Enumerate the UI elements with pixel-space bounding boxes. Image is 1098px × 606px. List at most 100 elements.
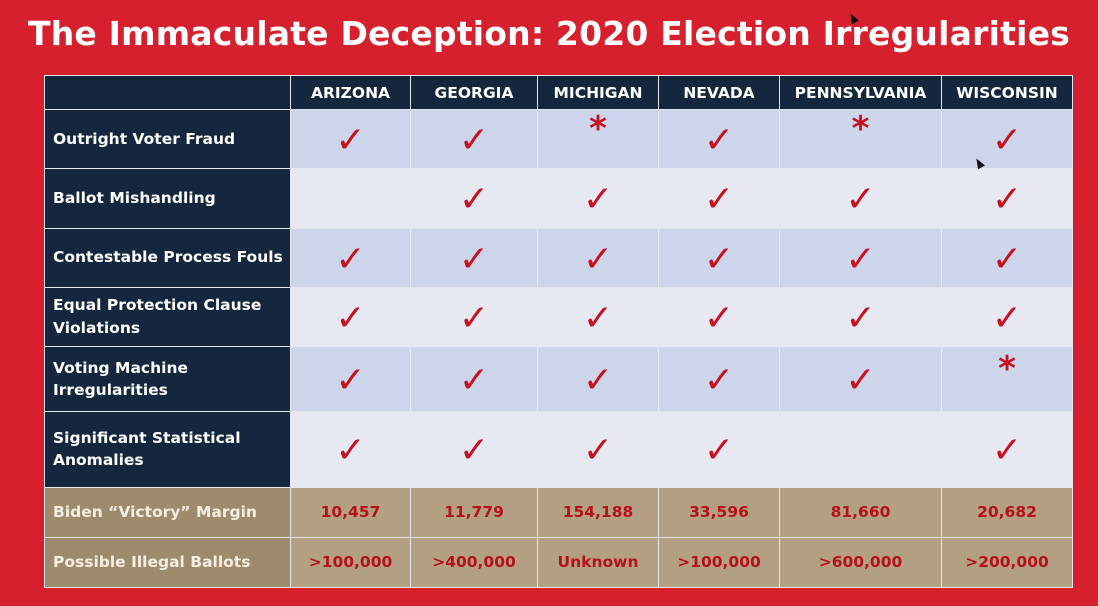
mark-cell: ✓	[537, 286, 659, 348]
asterisk-icon: *	[589, 109, 607, 150]
mark-cell: ✓	[658, 109, 780, 170]
check-icon: ✓	[845, 179, 876, 221]
row-ballot-mishandling: Ballot Mishandling ✓ ✓ ✓ ✓ ✓	[44, 168, 1073, 229]
check-icon: ✓	[991, 430, 1023, 472]
check-icon: ✓	[991, 297, 1023, 339]
mark-cell: ✓	[290, 227, 411, 288]
row-biden-victory-margin: Biden “Victory” Margin 10,457 11,779 154…	[44, 486, 1073, 538]
ballots-value: >100,000	[290, 536, 411, 589]
header-wisconsin: WISCONSIN	[941, 74, 1073, 111]
header-nevada: NEVADA	[658, 74, 780, 111]
check-icon: ✓	[845, 238, 876, 280]
check-icon: ✓	[458, 360, 490, 402]
row-label: Significant Statistical Anomalies	[44, 411, 291, 488]
margin-value: 11,779	[410, 486, 538, 538]
asterisk-icon: *	[998, 349, 1016, 390]
mark-cell: ✓	[410, 109, 538, 170]
ballots-label: Possible Illegal Ballots	[44, 536, 291, 589]
mark-cell: ✓	[779, 286, 942, 348]
check-icon: ✓	[703, 238, 735, 280]
row-contestable-process-fouls: Contestable Process Fouls ✓ ✓ ✓ ✓ ✓ ✓	[44, 227, 1073, 288]
header-michigan: MICHIGAN	[537, 74, 659, 111]
ballots-value: >400,000	[410, 536, 538, 589]
margin-label: Biden “Victory” Margin	[44, 486, 291, 538]
check-icon: ✓	[991, 120, 1023, 162]
margin-value: 10,457	[290, 486, 411, 538]
check-icon: ✓	[991, 238, 1023, 280]
check-icon: ✓	[703, 297, 735, 339]
check-icon: ✓	[335, 297, 366, 339]
check-icon: ✓	[582, 179, 614, 221]
check-icon: ✓	[458, 238, 490, 280]
ballots-value: >200,000	[941, 536, 1073, 589]
check-icon: ✓	[703, 360, 735, 402]
mark-cell: ✓	[410, 227, 538, 288]
check-icon: ✓	[703, 179, 735, 221]
check-icon: ✓	[458, 430, 490, 472]
margin-value: 33,596	[658, 486, 780, 538]
row-label: Voting Machine Irregularities	[44, 345, 291, 413]
mark-cell: ✓	[658, 411, 780, 488]
mark-cell: ✓	[941, 286, 1073, 348]
mark-cell: ✓	[410, 168, 538, 229]
mark-cell: ✓	[779, 168, 942, 229]
check-icon: ✓	[335, 120, 366, 162]
check-icon: ✓	[458, 120, 490, 162]
mark-cell: ✓	[941, 168, 1073, 229]
mark-cell: ✓	[537, 345, 659, 413]
mark-cell: ✓	[658, 227, 780, 288]
row-label: Contestable Process Fouls	[44, 227, 291, 288]
row-voting-machine-irregularities: Voting Machine Irregularities ✓ ✓ ✓ ✓ ✓ …	[44, 345, 1073, 413]
check-icon: ✓	[845, 360, 876, 402]
header-pennsylvania: PENNSYLVANIA	[779, 74, 942, 111]
row-label: Equal Protection Clause Violations	[44, 286, 291, 348]
header-corner	[44, 74, 291, 111]
check-icon: ✓	[335, 238, 366, 280]
ballots-value: >600,000	[779, 536, 942, 589]
mark-cell: ✓	[537, 168, 659, 229]
header-georgia: GEORGIA	[410, 74, 538, 111]
mark-cell: ✓	[941, 411, 1073, 488]
mark-cell: ✓	[290, 345, 411, 413]
check-icon: ✓	[991, 179, 1023, 221]
check-icon: ✓	[703, 120, 735, 162]
row-label: Outright Voter Fraud	[44, 109, 291, 170]
row-equal-protection-violations: Equal Protection Clause Violations ✓ ✓ ✓…	[44, 286, 1073, 348]
check-icon: ✓	[582, 238, 614, 280]
check-icon: ✓	[845, 297, 876, 339]
margin-value: 154,188	[537, 486, 659, 538]
check-icon: ✓	[458, 179, 490, 221]
check-icon: ✓	[582, 430, 614, 472]
mark-cell	[779, 411, 942, 488]
row-significant-statistical-anomalies: Significant Statistical Anomalies ✓ ✓ ✓ …	[44, 411, 1073, 488]
mark-cell: ✓	[537, 411, 659, 488]
ballots-value: Unknown	[537, 536, 659, 589]
irregularities-table: ARIZONA GEORGIA MICHIGAN NEVADA PENNSYLV…	[44, 74, 1073, 589]
header-row: ARIZONA GEORGIA MICHIGAN NEVADA PENNSYLV…	[44, 74, 1073, 111]
mark-cell: *	[537, 109, 659, 170]
check-icon: ✓	[458, 297, 490, 339]
mark-cell: ✓	[537, 227, 659, 288]
margin-value: 81,660	[779, 486, 942, 538]
mark-cell: ✓	[658, 168, 780, 229]
mark-cell: ✓	[941, 109, 1073, 170]
mark-cell: ✓	[290, 411, 411, 488]
mark-cell: ✓	[410, 345, 538, 413]
check-icon: ✓	[335, 360, 366, 402]
ballots-value: >100,000	[658, 536, 780, 589]
mark-cell: ✓	[290, 109, 411, 170]
row-possible-illegal-ballots: Possible Illegal Ballots >100,000 >400,0…	[44, 536, 1073, 589]
mark-cell: ✓	[779, 345, 942, 413]
mark-cell: ✓	[290, 286, 411, 348]
mark-cell: *	[779, 109, 942, 170]
row-label: Ballot Mishandling	[44, 168, 291, 229]
mark-cell: ✓	[410, 411, 538, 488]
mark-cell: *	[941, 345, 1073, 413]
mark-cell: ✓	[941, 227, 1073, 288]
check-icon: ✓	[703, 430, 735, 472]
check-icon: ✓	[582, 360, 614, 402]
mark-cell: ✓	[779, 227, 942, 288]
mark-cell: ✓	[410, 286, 538, 348]
page-title: The Immaculate Deception: 2020 Election …	[27, 14, 1071, 53]
header-arizona: ARIZONA	[290, 74, 411, 111]
